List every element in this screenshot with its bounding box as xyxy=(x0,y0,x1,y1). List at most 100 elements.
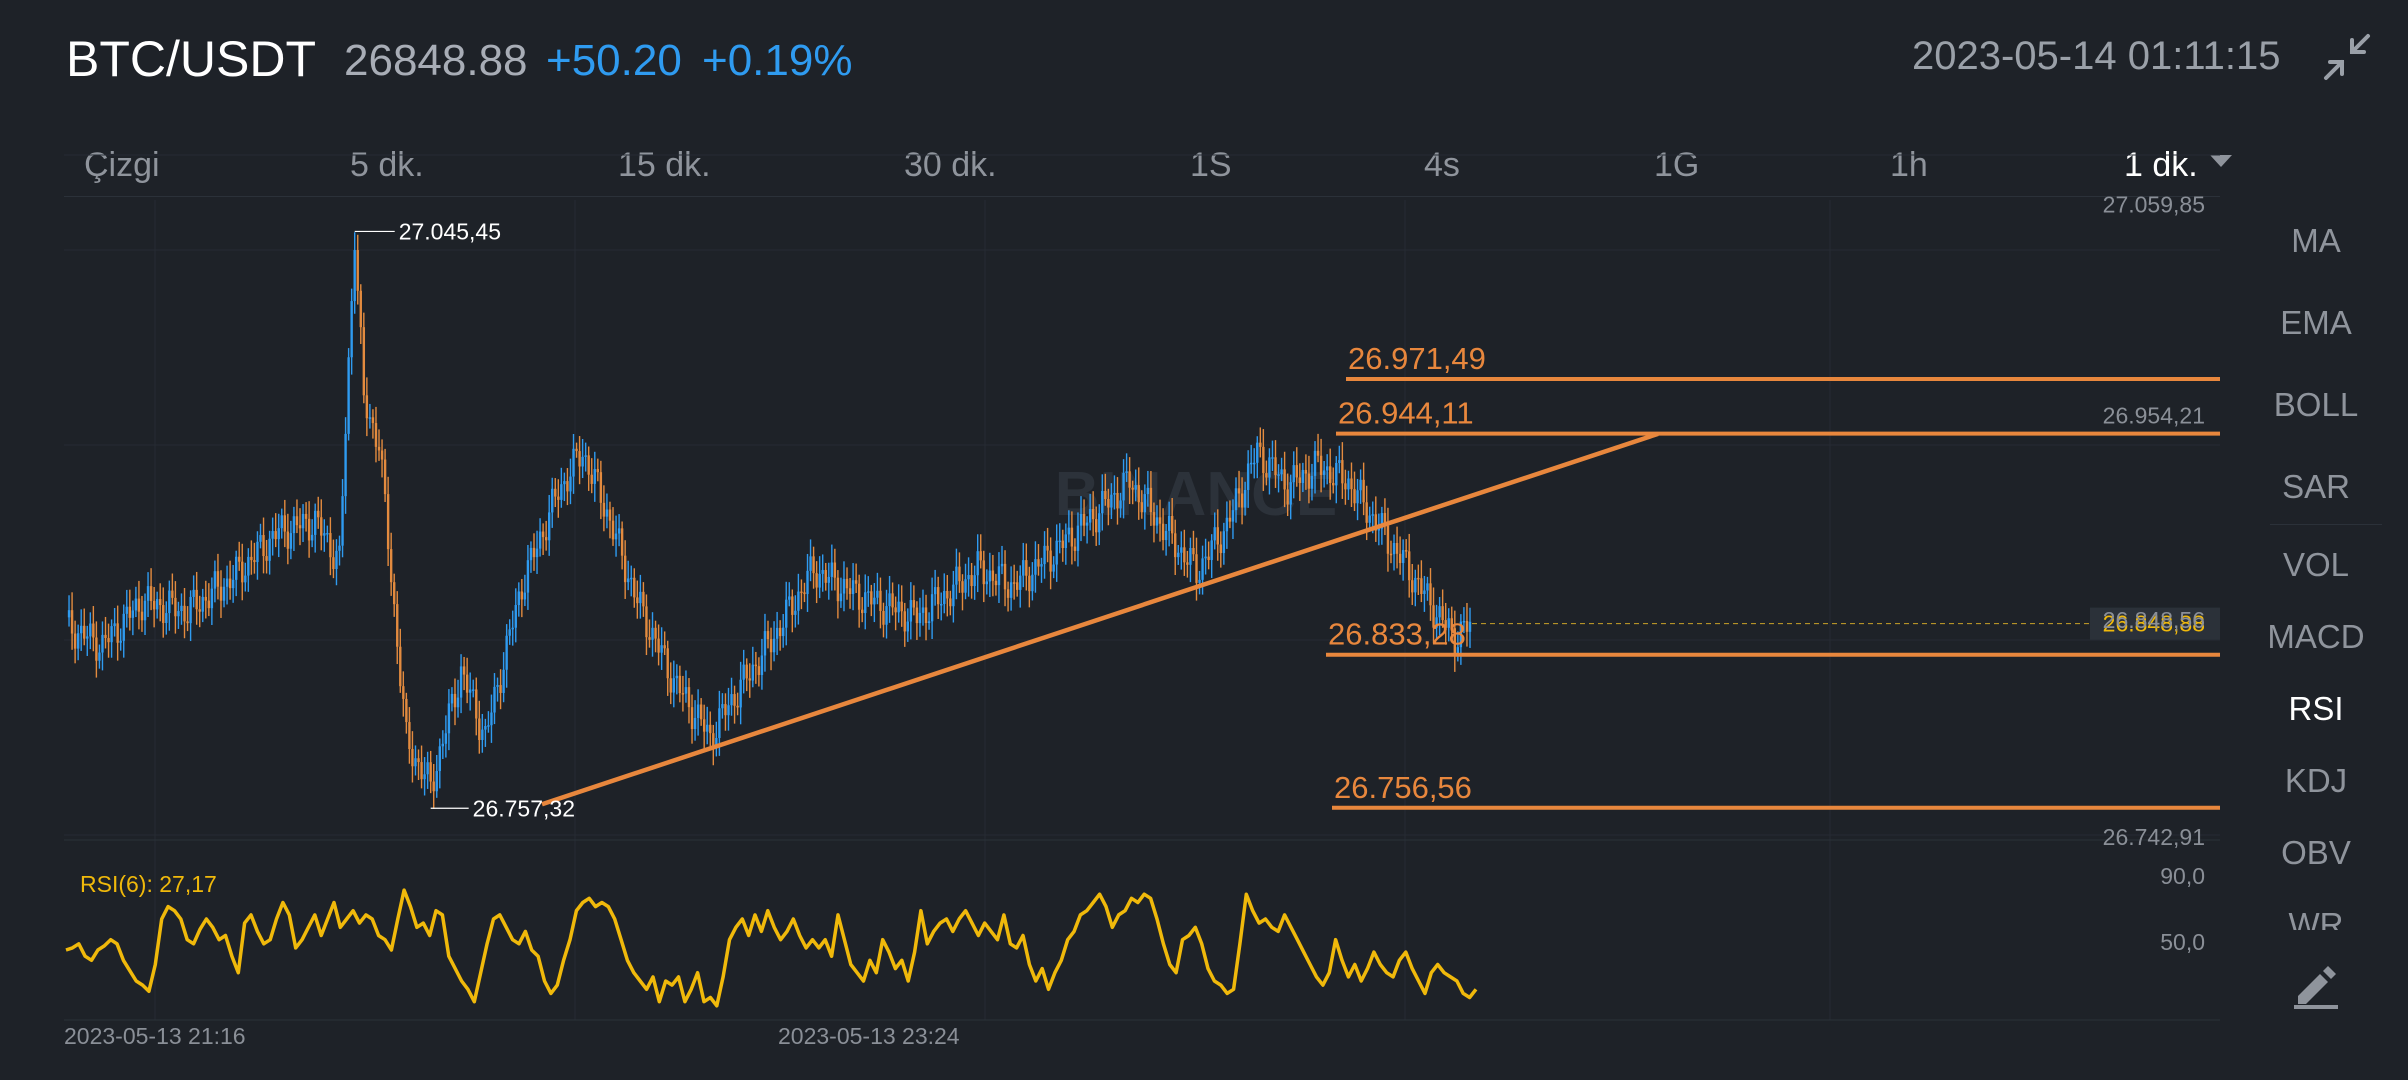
candle-body xyxy=(538,531,542,549)
time-tick-label: 2023-05-13 23:24 xyxy=(778,1023,960,1049)
candle-body xyxy=(1180,547,1183,553)
candle-body xyxy=(165,613,168,623)
candle-body xyxy=(1365,502,1368,523)
tabs-divider xyxy=(64,196,2220,197)
indicator-wr[interactable]: WR xyxy=(2288,906,2344,930)
indicator-vol[interactable]: VOL xyxy=(2282,546,2350,583)
candle-body xyxy=(453,693,457,708)
indicator-rsi[interactable]: RSI xyxy=(2288,690,2344,727)
candle-body xyxy=(781,627,785,637)
candle-body xyxy=(693,717,697,730)
candle-body xyxy=(283,515,287,532)
candle-body xyxy=(192,589,195,597)
candle-body xyxy=(684,687,688,694)
level-label: 26.756,56 xyxy=(1334,770,1472,805)
candle-body xyxy=(1256,442,1259,463)
tab-line[interactable]: Çizgi xyxy=(84,146,160,184)
candle-body xyxy=(690,707,694,730)
candle-body xyxy=(368,417,372,419)
indicator-ma[interactable]: MA xyxy=(2291,222,2341,259)
candle-body xyxy=(617,528,621,534)
tab-1h[interactable]: 1S xyxy=(1190,146,1232,184)
candle-body xyxy=(1158,517,1162,524)
candle-body xyxy=(1432,605,1435,628)
candle-body xyxy=(1411,580,1414,593)
candle-body xyxy=(517,591,521,606)
candle-body xyxy=(238,556,241,562)
candle-body xyxy=(371,417,375,424)
candle-body xyxy=(529,547,533,561)
candle-body xyxy=(377,446,381,451)
candle-body xyxy=(739,679,742,708)
candle-body xyxy=(821,570,824,574)
candle-body xyxy=(86,636,89,639)
candle-body xyxy=(1189,547,1192,565)
tab-15m[interactable]: 15 dk. xyxy=(618,146,711,184)
candle-body xyxy=(955,566,958,585)
candle-body xyxy=(1210,540,1213,561)
tab-1d[interactable]: 1G xyxy=(1654,146,1700,184)
trading-pair[interactable]: BTC/USDT xyxy=(66,31,316,87)
candle-body xyxy=(1368,515,1371,523)
candle-body xyxy=(1207,556,1210,561)
indicator-obv[interactable]: OBV xyxy=(2281,834,2351,871)
candle-body xyxy=(882,610,885,625)
candle-body xyxy=(639,591,642,604)
candle-body xyxy=(614,533,618,540)
candle-body xyxy=(128,606,132,618)
candle-body xyxy=(1435,617,1438,628)
indicator-boll[interactable]: BOLL xyxy=(2273,386,2359,423)
candle-body xyxy=(1240,493,1244,508)
level-label: 26.833,28 xyxy=(1328,617,1466,652)
candle-body xyxy=(198,609,201,612)
candle-body xyxy=(329,533,332,558)
candle-body xyxy=(587,455,590,475)
candle-body xyxy=(1177,552,1180,558)
indicator-macd[interactable]: MACD xyxy=(2267,618,2365,655)
candle-body xyxy=(949,598,952,607)
tab-5m[interactable]: 5 dk. xyxy=(350,146,424,184)
candle-body xyxy=(590,474,593,484)
indicator-ema[interactable]: EMA xyxy=(2280,304,2352,341)
candle-body xyxy=(332,557,335,569)
candle-body xyxy=(1000,563,1004,567)
candle-body xyxy=(149,586,153,601)
candle-body xyxy=(532,547,536,558)
candle-body xyxy=(1161,523,1165,541)
candle-body xyxy=(92,623,95,638)
candle-body xyxy=(1401,550,1405,564)
candle-body xyxy=(785,599,788,628)
candle-body xyxy=(101,634,104,653)
candle-body xyxy=(1295,465,1298,478)
tab-4h[interactable]: 4s xyxy=(1424,146,1460,184)
indicator-sar[interactable]: SAR xyxy=(2282,468,2350,505)
candle-body xyxy=(1110,494,1113,508)
candle-body xyxy=(648,637,651,640)
collapse-arrows-icon[interactable] xyxy=(2320,30,2374,84)
indicator-kdj[interactable]: KDJ xyxy=(2284,762,2348,799)
tab-1m-selector[interactable]: 1 dk. xyxy=(2124,146,2232,185)
candle-body xyxy=(706,724,709,732)
tab-1w[interactable]: 1h xyxy=(1890,146,1928,184)
candle-body xyxy=(1274,457,1277,476)
candle-body xyxy=(441,743,445,747)
candle-body xyxy=(727,705,730,716)
candle-body xyxy=(304,513,308,519)
candle-body xyxy=(1015,582,1019,590)
candle-body xyxy=(438,746,441,772)
candle-body xyxy=(1338,460,1341,463)
candle-body xyxy=(134,598,138,611)
candle-body xyxy=(672,678,675,693)
candle-body xyxy=(845,578,849,589)
candle-body xyxy=(988,570,992,582)
candle-body xyxy=(79,625,83,634)
candle-body xyxy=(797,591,800,611)
candle-body xyxy=(1395,543,1399,554)
candle-body xyxy=(386,494,390,550)
candle-body xyxy=(1213,527,1216,541)
pencil-icon[interactable] xyxy=(2290,958,2342,1010)
candle-body xyxy=(162,605,165,623)
candle-body xyxy=(478,718,481,740)
tab-30m[interactable]: 30 dk. xyxy=(904,146,997,184)
